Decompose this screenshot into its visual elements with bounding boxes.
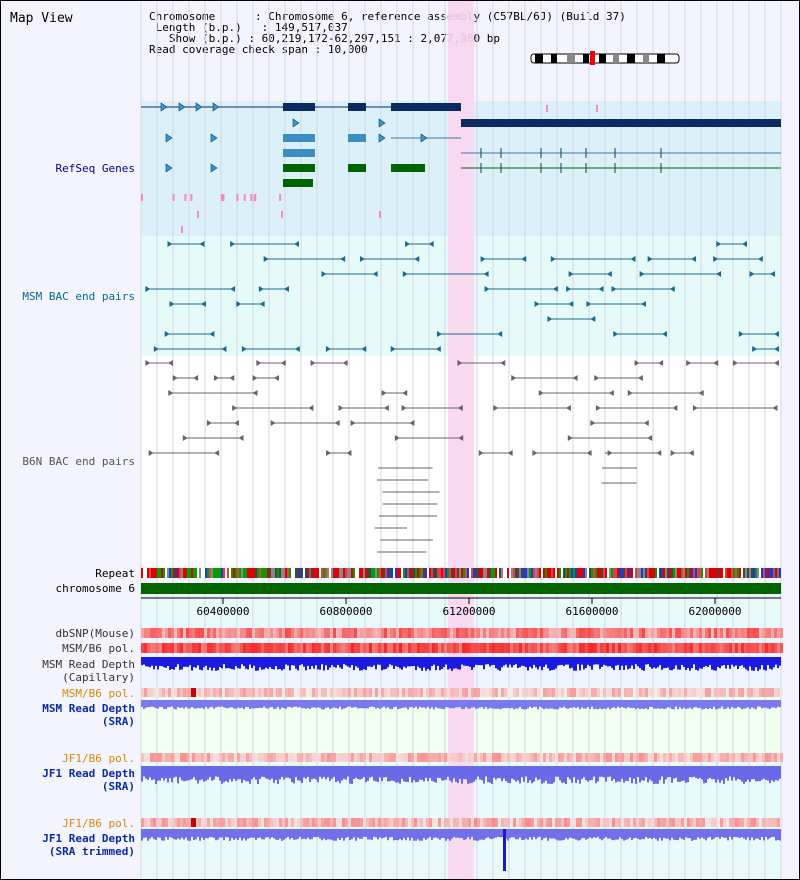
- track-label-dbsnp: dbSNP(Mouse): [56, 627, 135, 640]
- show-label: Show (b.p.): [168, 32, 242, 45]
- axis-tick-label: 61200000: [443, 605, 496, 618]
- msm-bac-end-pair-glyphs[interactable]: [145, 241, 779, 352]
- coverage-label: Read coverage check span: [149, 43, 308, 56]
- length-value: 149,517,037: [274, 21, 348, 34]
- selected-region-highlight[interactable]: [448, 1, 474, 879]
- track-label-msm-b6-pol: MSM/B6 pol.: [62, 642, 135, 655]
- axis-tick-label: 61600000: [566, 605, 619, 618]
- track-label-jf1-depth-sra-sub: (SRA): [102, 780, 135, 793]
- track-label-msm-depth-capillary-sub: (Capillary): [62, 671, 135, 684]
- track-label-repeat: Repeat: [95, 567, 135, 580]
- track-label-msm-b6-pol-2: MSM/B6 pol.: [62, 687, 135, 700]
- track-label-msm-bac: MSM BAC end pairs: [22, 290, 135, 303]
- b6n-bac-end-pair-glyphs[interactable]: [145, 360, 779, 553]
- axis-tick-label: 60800000: [320, 605, 373, 618]
- chromosome-label: Chromosome: [149, 10, 216, 23]
- track-label-jf1-b6-pol-2: JF1/B6 pol.: [62, 817, 135, 830]
- track-label-b6n-bac: B6N BAC end pairs: [22, 455, 135, 468]
- refseq-exon-markers: [141, 102, 662, 233]
- axis-tick-label: 62000000: [689, 605, 742, 618]
- track-label-msm-depth-capillary: MSM Read Depth: [42, 658, 135, 671]
- read-depth-tracks[interactable]: [141, 657, 781, 871]
- track-label-msm-depth-sra-sub: (SRA): [102, 715, 135, 728]
- repeat-track[interactable]: [141, 568, 781, 578]
- page-title: Map View: [10, 11, 73, 26]
- track-label-jf1-b6-pol: JF1/B6 pol.: [62, 752, 135, 765]
- coordinate-axis: 60400000 60800000 61200000 61600000 62000000: [141, 597, 781, 618]
- coverage-value: 10,000: [327, 43, 368, 56]
- track-label-msm-depth-sra: MSM Read Depth: [42, 702, 135, 715]
- grid-lines: [140, 1, 782, 879]
- chromosome-bar: [141, 583, 781, 594]
- track-label-jf1-depth-trimmed: JF1 Read Depth: [42, 832, 135, 845]
- track-label-jf1-depth-sra: JF1 Read Depth: [42, 767, 135, 780]
- track-label-refseq: RefSeq Genes: [56, 162, 135, 175]
- track-label-chromosome: chromosome 6: [56, 582, 135, 595]
- refseq-gene-models[interactable]: [141, 103, 781, 187]
- chromosome-ideogram[interactable]: [530, 51, 680, 65]
- axis-tick-label: 60400000: [197, 605, 250, 618]
- track-label-jf1-depth-trimmed-sub: (SRA trimmed): [49, 845, 135, 858]
- polymorphism-heat-tracks[interactable]: [141, 628, 783, 827]
- length-label: Length (b.p.): [155, 21, 242, 34]
- ideogram-position-marker: [590, 51, 595, 65]
